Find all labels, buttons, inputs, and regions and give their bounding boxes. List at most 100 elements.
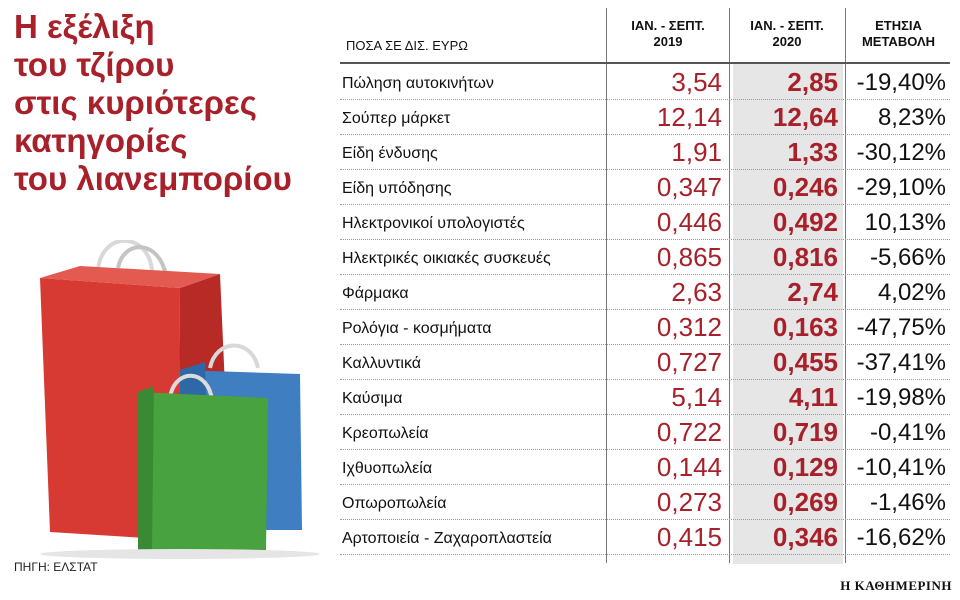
value-2019-cell: 2,63 [671, 277, 722, 307]
column-header-line: ΜΕΤΑΒΟΛΗ [861, 34, 936, 49]
value-2019-cell: 0,273 [656, 487, 722, 517]
value-2019-cell: 0,312 [656, 312, 722, 342]
title-line: κατηγορίες [14, 122, 188, 159]
category-cell: Καλλυντικά [342, 355, 422, 372]
value-2019-cell: 12,14 [656, 102, 722, 132]
column-separator [606, 8, 607, 563]
row-divider [340, 238, 950, 240]
change-cell: -5,66% [869, 244, 946, 271]
change-cell: -19,98% [856, 384, 946, 411]
column-header-line: ΕΤΗΣΙΑ [875, 18, 922, 33]
category-cell: Ιχθυοπωλεία [342, 460, 433, 477]
change-cell: -19,40% [856, 69, 946, 96]
change-cell: 10,13% [864, 209, 946, 236]
table-row: Κρεοπωλεία 0,722 0,719 -0,41% [340, 415, 950, 450]
value-2020-cell: 0,719 [772, 417, 838, 447]
row-divider [340, 378, 950, 380]
category-cell: Οπωροπωλεία [342, 495, 447, 512]
page-title: Η εξέλιξη του τζίρου στις κυριότερες κατ… [14, 8, 344, 198]
change-cell: 4,02% [877, 279, 946, 306]
column-header-line: ΙΑΝ. - ΣΕΠΤ. [750, 18, 824, 33]
red-bag-handle [96, 240, 154, 271]
green-bag-front [138, 392, 268, 552]
category-cell: Αρτοποιεία - Ζαχαροπλαστεία [342, 530, 552, 547]
value-2019-cell: 3,54 [671, 67, 722, 97]
change-cell: -16,62% [856, 524, 946, 551]
row-divider [340, 518, 950, 520]
value-2019-cell: 0,347 [656, 172, 722, 202]
value-2019-cell: 0,865 [656, 242, 722, 272]
row-divider [340, 273, 950, 275]
row-divider [340, 308, 950, 310]
table-row: Ιχθυοπωλεία 0,144 0,129 -10,41% [340, 450, 950, 485]
row-divider [340, 133, 950, 135]
change-cell: -37,41% [856, 349, 946, 376]
bags-shadow [40, 549, 320, 559]
table-row: Σούπερ μάρκετ 12,14 12,64 8,23% [340, 100, 950, 135]
category-cell: Φάρμακα [342, 285, 409, 302]
row-divider [340, 98, 950, 100]
category-cell: Καύσιμα [342, 390, 403, 407]
value-2020-cell: 2,85 [787, 67, 838, 97]
column-header-2020: ΙΑΝ. - ΣΕΠΤ. 2020 [731, 18, 843, 50]
change-cell: 8,23% [877, 104, 946, 131]
brand-logo: Η ΚΑΘΗΜΕΡΙΝΗ [840, 578, 952, 593]
title-line: του λιανεμπορίου [14, 160, 292, 197]
title-line: Η εξέλιξη [14, 8, 155, 45]
value-2020-cell: 1,33 [787, 137, 838, 167]
highlight-column-2020 [733, 64, 843, 564]
blue-bag-handle [208, 343, 260, 369]
green-bag-side [138, 386, 154, 550]
table-row: Οπωροπωλεία 0,273 0,269 -1,46% [340, 485, 950, 520]
value-2019-cell: 0,144 [656, 452, 722, 482]
green-bag-handle [168, 373, 214, 401]
row-divider [340, 483, 950, 485]
column-header-change: ΕΤΗΣΙΑ ΜΕΤΑΒΟΛΗ [847, 18, 950, 50]
header-divider [340, 62, 950, 64]
column-header-line: 2020 [772, 34, 802, 49]
table-row: Είδη υπόδησης 0,347 0,246 -29,10% [340, 170, 950, 205]
change-cell: -1,46% [869, 489, 946, 516]
value-2020-cell: 2,74 [787, 277, 838, 307]
table-row: Φάρμακα 2,63 2,74 4,02% [340, 275, 950, 310]
title-line: του τζίρου [14, 46, 175, 83]
table-row: Ηλεκτρικές οικιακές συσκευές 0,865 0,816 -5… [340, 240, 950, 275]
change-cell: -0,41% [869, 419, 946, 446]
table-row: Ρολόγια - κοσμήματα 0,312 0,163 -47,75% [340, 310, 950, 345]
value-2019-cell: 5,14 [671, 382, 722, 412]
category-cell: Σούπερ μάρκετ [342, 110, 451, 127]
change-cell: -29,10% [856, 174, 946, 201]
value-2020-cell: 12,64 [772, 102, 838, 132]
shopping-bags-illustration [40, 240, 320, 559]
category-cell: Κρεοπωλεία [342, 425, 429, 442]
table-row: Αρτοποιεία - Ζαχαροπλαστεία 0,415 0,346 -16… [340, 520, 950, 555]
column-header-line: ΙΑΝ. - ΣΕΠΤ. [631, 18, 705, 33]
source-note: ΠΗΓΗ: ΕΛΣΤΑΤ [14, 560, 98, 574]
title-line: στις κυριότερες [14, 84, 257, 121]
column-header-2019: ΙΑΝ. - ΣΕΠΤ. 2019 [608, 18, 728, 50]
row-divider [340, 343, 950, 345]
category-cell: Ηλεκτρικές οικιακές συσκευές [342, 250, 551, 267]
value-2020-cell: 0,492 [772, 207, 838, 237]
table-row: Είδη ένδυσης 1,91 1,33 -30,12% [340, 135, 950, 170]
change-cell: -30,12% [856, 139, 946, 166]
value-2020-cell: 0,246 [772, 172, 838, 202]
value-2019-cell: 0,727 [656, 347, 722, 377]
red-bag-top [40, 266, 220, 288]
value-2019-cell: 0,446 [656, 207, 722, 237]
change-cell: -10,41% [856, 454, 946, 481]
red-bag-handle-back [116, 245, 168, 277]
category-cell: Είδη υπόδησης [342, 180, 452, 197]
data-table: ΠΟΣΑ ΣΕ ΔΙΣ. ΕΥΡΩ ΙΑΝ. - ΣΕΠΤ. 2019 ΙΑΝ.… [340, 8, 950, 564]
row-divider [340, 553, 950, 555]
category-cell: Πώληση αυτοκινήτων [342, 75, 494, 92]
value-2020-cell: 0,129 [772, 452, 838, 482]
value-2020-cell: 0,269 [772, 487, 838, 517]
table-row: Πώληση αυτοκινήτων 3,54 2,85 -19,40% [340, 65, 950, 100]
row-divider [340, 413, 950, 415]
column-separator [845, 8, 846, 563]
table-row: Καύσιμα 5,14 4,11 -19,98% [340, 380, 950, 415]
value-2019-cell: 0,415 [656, 522, 722, 552]
row-divider [340, 448, 950, 450]
table-row: Ηλεκτρονικοί υπολογιστές 0,446 0,492 10,13% [340, 205, 950, 240]
